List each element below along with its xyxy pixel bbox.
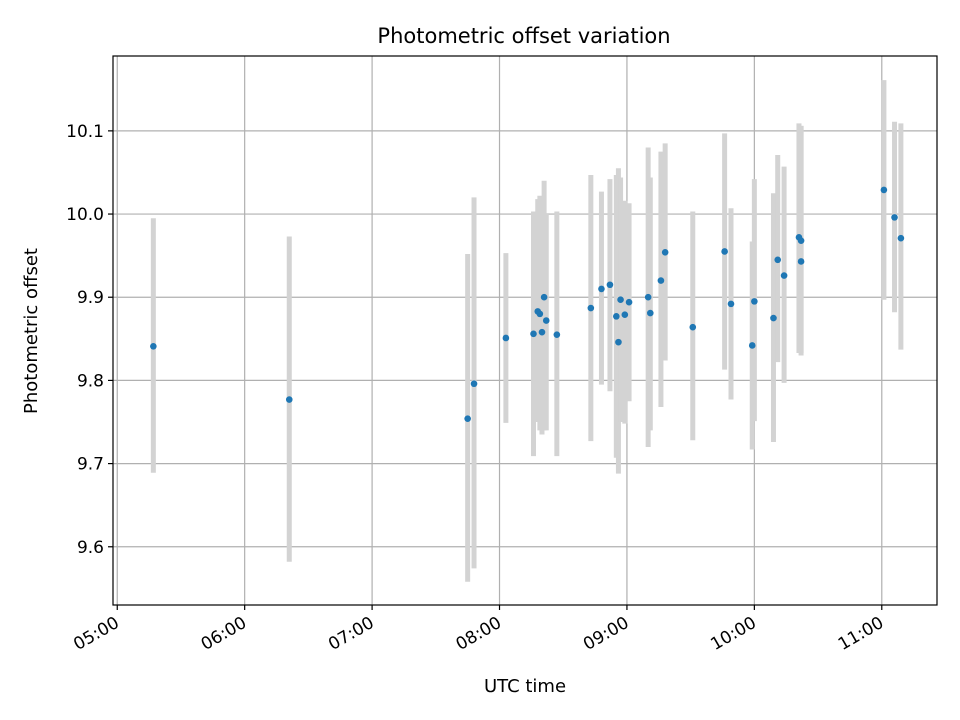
x-tick-label: 07:00 xyxy=(325,613,377,655)
data-point xyxy=(721,248,728,255)
error-bars xyxy=(150,80,904,582)
y-tick-label: 10.1 xyxy=(66,122,104,142)
x-tick-label: 05:00 xyxy=(70,613,122,655)
data-point xyxy=(891,214,898,221)
y-tick-label: 9.7 xyxy=(77,455,104,475)
data-point xyxy=(797,237,805,244)
data-point xyxy=(530,330,537,338)
data-point xyxy=(613,313,620,320)
y-tick-label: 9.6 xyxy=(77,538,104,558)
x-tick-label: 10:00 xyxy=(707,613,759,655)
data-point xyxy=(536,310,544,318)
data-point xyxy=(797,258,805,265)
plot-frame xyxy=(112,55,938,606)
data-point xyxy=(727,300,735,308)
grid xyxy=(113,56,937,605)
data-points xyxy=(150,186,905,422)
data-point xyxy=(542,317,550,324)
data-point xyxy=(553,331,561,338)
x-tick-label: 08:00 xyxy=(453,613,505,655)
y-tick-label: 9.8 xyxy=(77,371,104,391)
data-point xyxy=(617,296,624,304)
data-point xyxy=(748,342,756,349)
y-tick-label: 10.0 xyxy=(66,205,104,225)
data-point xyxy=(150,343,157,350)
x-tick-label: 09:00 xyxy=(580,613,632,655)
data-point xyxy=(897,234,905,242)
data-point xyxy=(587,304,595,312)
data-point xyxy=(774,256,782,264)
x-axis-label: UTC time xyxy=(484,676,566,697)
x-tick-label: 06:00 xyxy=(198,613,250,655)
data-point xyxy=(770,314,777,322)
data-point xyxy=(780,272,788,279)
axis-ticks: 05:00 06:00 07:00 08:00 09:00 10:00 11:00 9.6 9.… xyxy=(66,122,887,655)
data-point xyxy=(615,338,622,346)
data-point xyxy=(689,323,697,331)
data-point xyxy=(464,415,471,422)
data-point xyxy=(502,334,510,342)
data-point xyxy=(657,277,665,284)
chart-title: Photometric offset variation xyxy=(377,24,670,48)
data-point xyxy=(598,285,605,293)
x-tick-label: 11:00 xyxy=(835,613,887,655)
data-point xyxy=(880,186,888,194)
data-point xyxy=(470,380,478,388)
y-axis-label: Photometric offset xyxy=(21,248,42,414)
y-tick-label: 9.9 xyxy=(77,288,104,308)
data-point xyxy=(625,298,633,306)
data-point xyxy=(621,311,629,318)
data-point xyxy=(540,293,548,301)
data-point xyxy=(661,249,669,256)
data-point xyxy=(751,298,758,305)
data-point xyxy=(606,281,614,289)
data-point xyxy=(538,328,546,336)
data-point xyxy=(646,309,654,317)
data-point xyxy=(285,396,293,403)
data-point xyxy=(644,293,652,301)
